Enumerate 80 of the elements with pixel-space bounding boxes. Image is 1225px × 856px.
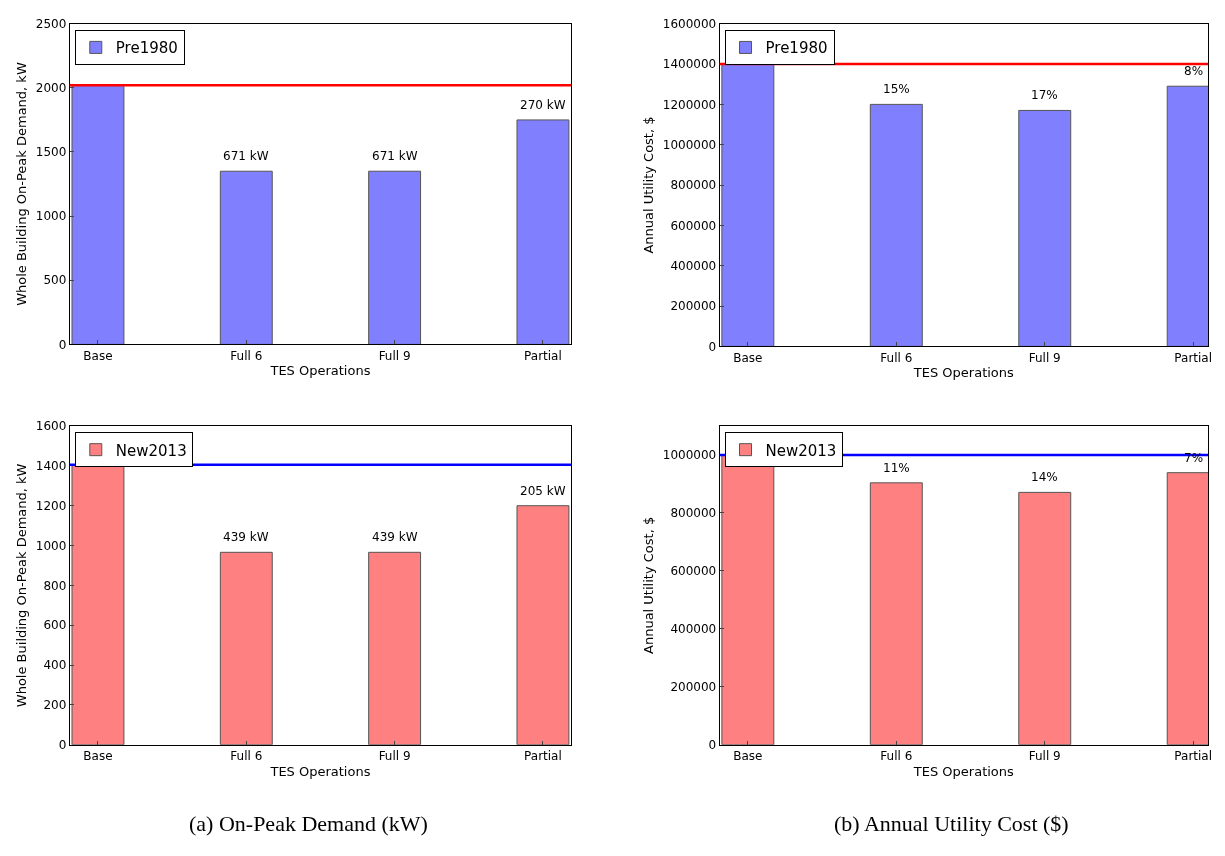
- y-tick-label: 800: [43, 578, 67, 593]
- bar: [368, 170, 422, 345]
- y-tick-label: 800000: [670, 506, 717, 521]
- y-tick-label: 0: [58, 337, 67, 352]
- annotation: 14%: [1031, 470, 1058, 484]
- y-tick-label: 1600000: [662, 16, 717, 31]
- y-tick-label: 200000: [670, 299, 717, 314]
- y-tick-label: 1600: [35, 419, 67, 434]
- y-tick-label: 0: [58, 737, 67, 752]
- x-axis-title: TES Operations: [912, 763, 1015, 779]
- y-tick-label: 800000: [670, 178, 717, 193]
- x-axis-title: TES Operations: [269, 363, 371, 379]
- annotation: 671 kW: [223, 149, 269, 163]
- annotation: 205 kW: [520, 484, 566, 498]
- legend-label: New2013: [765, 441, 837, 460]
- y-tick-label: 600: [43, 618, 67, 633]
- y-tick-label: 1000000: [662, 448, 717, 463]
- annotation: 439 kW: [372, 530, 418, 544]
- y-tick-label: 1000: [35, 538, 67, 553]
- annotation: 439 kW: [223, 530, 269, 544]
- bar: [219, 170, 273, 345]
- y-tick-label: 400: [43, 658, 67, 673]
- y-tick-label: 2000: [35, 81, 67, 96]
- x-axis-title: TES Operations: [269, 763, 371, 779]
- x-tick-label: Base: [733, 350, 763, 365]
- y-tick-label: 1200000: [662, 97, 717, 112]
- y-tick-label: 1000000: [662, 137, 717, 152]
- bar: [219, 551, 273, 745]
- x-tick-label: Partial: [1174, 749, 1213, 764]
- x-tick-label: Full 6: [880, 749, 913, 764]
- x-tick-label: Base: [733, 749, 763, 764]
- legend-label: Pre1980: [115, 39, 178, 58]
- bar: [869, 482, 923, 745]
- text: (a) On-Peak Demand (kW): [189, 811, 428, 836]
- y-axis-title: Whole Building On-Peak Demand, kW: [13, 62, 29, 306]
- x-tick-label: Full 9: [378, 348, 411, 363]
- y-tick-label: 1400: [35, 459, 67, 474]
- y-axis-title: Annual Utility Cost, $: [640, 516, 656, 654]
- x-tick-label: Full 6: [880, 350, 913, 365]
- y-tick-label: 1200: [35, 498, 67, 513]
- x-tick-label: Partial: [524, 348, 562, 363]
- x-tick-label: Partial: [1174, 350, 1213, 365]
- annotation: 270 kW: [520, 98, 566, 112]
- text: (b) Annual Utility Cost ($): [834, 811, 1069, 836]
- y-tick-label: 2500: [35, 16, 67, 31]
- bar: [516, 505, 570, 745]
- y-tick-label: 1400000: [662, 57, 717, 72]
- y-tick-label: 600000: [670, 218, 717, 233]
- bar: [516, 119, 570, 345]
- y-tick-label: 0: [708, 737, 717, 752]
- annotation: 11%: [883, 461, 910, 475]
- bar: [71, 84, 125, 345]
- y-axis-title: Annual Utility Cost, $: [640, 116, 656, 254]
- y-tick-label: 400000: [670, 622, 717, 637]
- x-tick-label: Full 6: [230, 749, 263, 764]
- y-tick-label: 500: [43, 273, 67, 288]
- x-tick-label: Full 6: [230, 348, 263, 363]
- bar: [869, 103, 923, 347]
- annotation: 671 kW: [372, 149, 418, 163]
- y-tick-label: 400000: [670, 258, 717, 273]
- bar: [368, 551, 422, 745]
- x-tick-label: Partial: [524, 749, 562, 764]
- y-tick-label: 200000: [670, 679, 717, 694]
- annotation: 15%: [883, 82, 910, 96]
- legend-label: New2013: [115, 441, 187, 460]
- x-tick-label: Full 9: [1028, 749, 1061, 764]
- y-axis-title: Whole Building On-Peak Demand, kW: [13, 463, 29, 708]
- x-axis-title: TES Operations: [912, 365, 1015, 381]
- y-tick-label: 1000: [35, 209, 67, 224]
- annotation: 8%: [1184, 64, 1204, 78]
- legend-label: Pre1980: [765, 39, 828, 58]
- x-tick-label: Full 9: [378, 749, 411, 764]
- x-tick-label: Base: [83, 749, 113, 764]
- x-tick-label: Full 9: [1028, 350, 1061, 365]
- x-tick-label: Base: [83, 348, 113, 363]
- y-tick-label: 600000: [670, 564, 717, 579]
- y-tick-label: 1500: [35, 145, 67, 160]
- annotation: 17%: [1031, 88, 1058, 102]
- y-tick-label: 200: [43, 698, 67, 713]
- y-tick-label: 0: [708, 339, 717, 354]
